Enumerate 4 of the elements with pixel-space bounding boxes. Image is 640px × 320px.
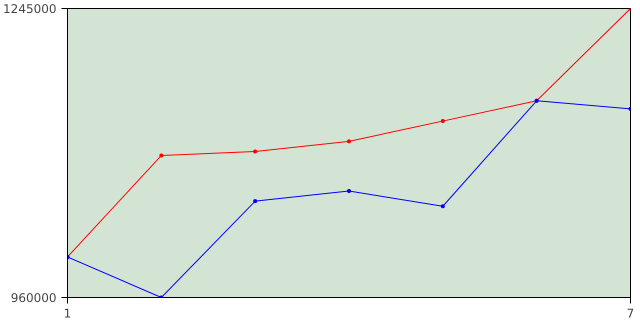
- x-tick-label: 7: [626, 306, 634, 320]
- y-tick-label: 960000: [10, 291, 57, 305]
- x-tick-label: 1: [64, 306, 72, 320]
- y-tick-label: 1245000: [3, 2, 57, 16]
